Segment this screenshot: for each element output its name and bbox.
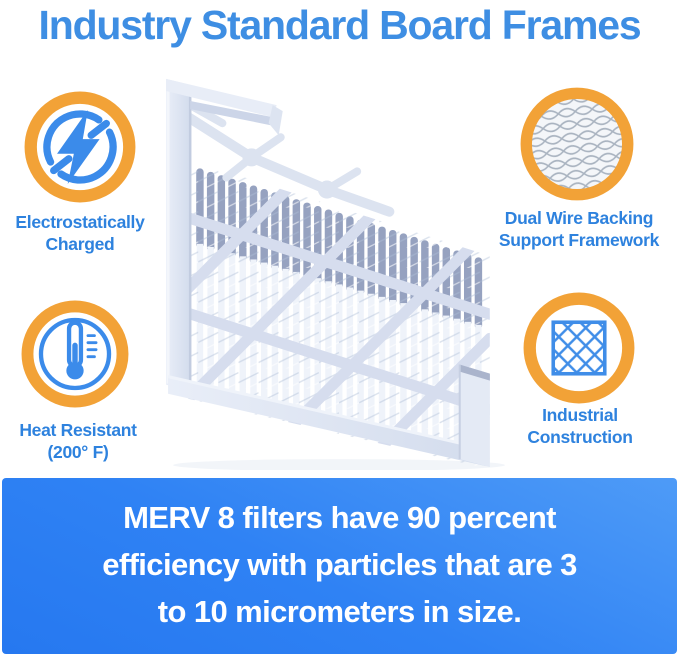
banner-text-line: MERV 8 filters have 90 percent xyxy=(123,500,556,535)
lattice-icon xyxy=(523,292,635,404)
feature-label-line: Electrostatically xyxy=(15,212,145,232)
page-title: Industry Standard Board Frames xyxy=(38,2,642,48)
feature-label-line: Charged xyxy=(45,234,115,254)
banner-text-line: efficiency with particles that are 3 xyxy=(102,547,577,582)
wire-mesh-icon xyxy=(520,87,634,201)
banner: MERV 8 filters have 90 percent efficienc… xyxy=(2,478,677,654)
feature-label: Electrostatically Charged xyxy=(0,211,160,255)
feature-label-line: Support Framework xyxy=(498,230,660,250)
feature-label: Industrial Construction xyxy=(499,404,661,448)
feature-label-line: Industrial xyxy=(542,405,618,425)
feature-label: Dual Wire Backing Support Framework xyxy=(497,207,661,251)
air-filter-image xyxy=(166,78,505,470)
lightning-icon xyxy=(24,91,136,203)
feature-label-line: (200° F) xyxy=(47,442,109,462)
feature-label-line: Dual Wire Backing xyxy=(504,208,654,228)
feature-label: Heat Resistant (200° F) xyxy=(0,419,159,463)
feature-label-line: Heat Resistant xyxy=(19,420,137,440)
banner-text-line: to 10 micrometers in size. xyxy=(157,594,522,629)
thermometer-icon xyxy=(21,300,129,408)
feature-label-line: Construction xyxy=(527,427,633,447)
